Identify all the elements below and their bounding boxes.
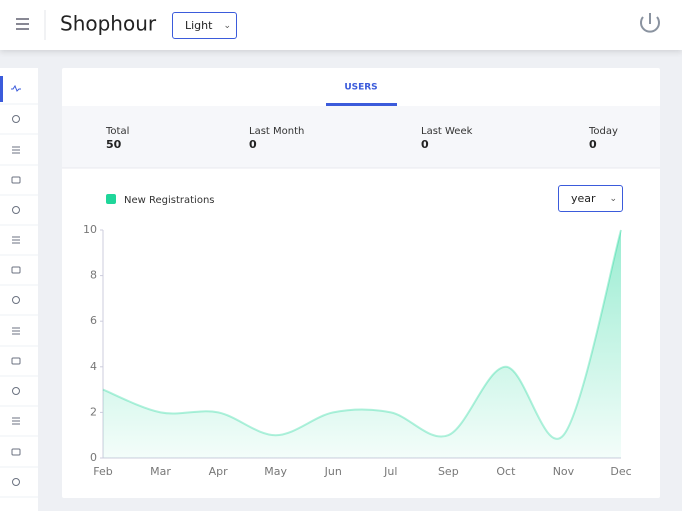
nav-icon[interactable]: [12, 387, 20, 395]
nav-icon[interactable]: [11, 357, 21, 365]
y-tick-label: 2: [90, 405, 97, 418]
x-tick-label: Jul: [383, 465, 397, 478]
nav-icon[interactable]: [11, 266, 21, 274]
theme-select[interactable]: Light ⌄: [172, 12, 237, 39]
x-tick-label: Sep: [438, 465, 459, 478]
icon-shape: [11, 266, 21, 274]
y-tick-label: 4: [90, 360, 97, 373]
sidebar: [0, 68, 38, 511]
nav-icon[interactable]: [11, 448, 21, 456]
menu-icon[interactable]: [16, 18, 29, 30]
y-tick-label: 6: [90, 314, 97, 327]
line: [102, 229, 622, 440]
area: [103, 230, 621, 458]
icon-shape: [12, 115, 20, 123]
nav-icon[interactable]: [12, 478, 20, 486]
stats-band: [62, 106, 660, 168]
legend-label: New Registrations: [124, 195, 215, 206]
period-select[interactable]: year ⌄: [558, 185, 623, 212]
active-indicator: [0, 76, 3, 102]
icon-shape: [11, 448, 21, 456]
app-title: Shophour: [60, 12, 157, 36]
theme-value: Light: [185, 19, 213, 32]
stat-value: 50: [106, 138, 122, 151]
x-tick-label: Oct: [496, 465, 516, 478]
icon-shape: [12, 417, 20, 425]
stat-value: 0: [421, 138, 429, 151]
x-tick-label: Apr: [209, 465, 229, 478]
icon-shape: [12, 146, 20, 154]
x-tick-label: Dec: [610, 465, 631, 478]
icon-shape: [11, 84, 21, 92]
stat-label: Last Month: [249, 126, 304, 137]
stat-value: 0: [249, 138, 257, 151]
stat-value: 0: [589, 138, 597, 151]
x-tick-label: Mar: [150, 465, 171, 478]
legend-swatch: [106, 194, 116, 204]
x-tick-label: Feb: [93, 465, 112, 478]
tab-underline: [326, 103, 397, 106]
x-tick-label: Nov: [553, 465, 575, 478]
stat-label: Today: [588, 126, 618, 137]
icon-shape: [12, 296, 20, 304]
power-icon[interactable]: [640, 13, 660, 33]
stat-label: Total: [105, 126, 129, 137]
nav-icon[interactable]: [12, 296, 20, 304]
chevron: ⌄: [609, 193, 618, 204]
icon-shape: [12, 478, 20, 486]
header-bar: [0, 0, 682, 50]
nav-icon[interactable]: [11, 176, 21, 184]
icon-shape: [11, 357, 21, 365]
nav-icon[interactable]: [12, 327, 20, 335]
y-tick-label: 0: [90, 451, 97, 464]
icon-shape: [12, 236, 20, 244]
nav-icon[interactable]: [12, 115, 20, 123]
icon-shape: [11, 176, 21, 184]
x-tick-label: May: [264, 465, 287, 478]
icon-shape: [12, 206, 20, 214]
nav-icon[interactable]: [12, 206, 20, 214]
x-tick-label: Jun: [324, 465, 342, 478]
y-tick-label: 8: [90, 269, 97, 282]
chevron: ⌄: [223, 20, 231, 31]
nav-icon[interactable]: [12, 146, 20, 154]
period-value: year: [571, 192, 596, 205]
icon-shape: [12, 327, 20, 335]
y-tick-label: 10: [83, 223, 97, 236]
nav-icon[interactable]: [12, 417, 20, 425]
tab[interactable]: USERS: [344, 83, 377, 93]
icon-shape: [12, 387, 20, 395]
nav-icon[interactable]: [12, 236, 20, 244]
nav-icon[interactable]: [11, 84, 21, 92]
stat-label: Last Week: [421, 126, 473, 137]
